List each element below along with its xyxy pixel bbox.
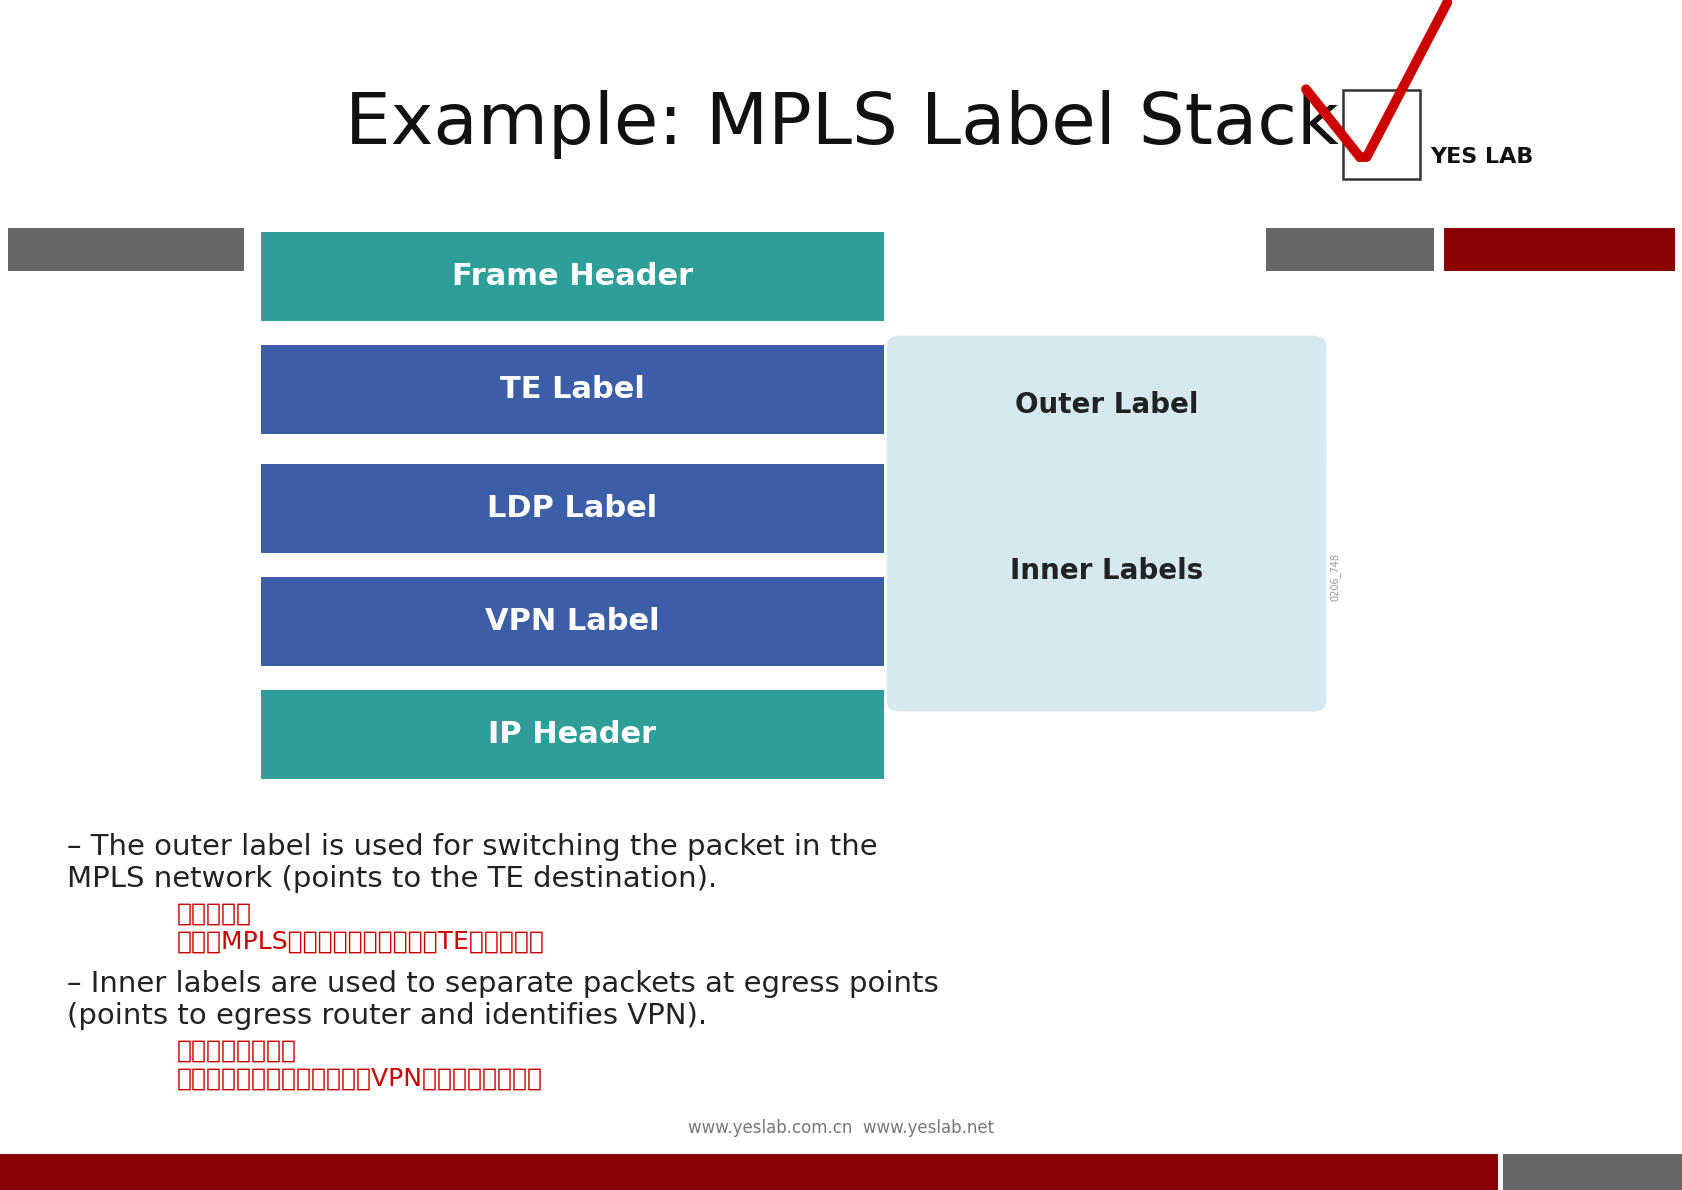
Text: 外部标签用
于切换MPLS网络中的数据包（指向TE目的地）。: 外部标签用 于切换MPLS网络中的数据包（指向TE目的地）。 bbox=[177, 902, 545, 954]
FancyBboxPatch shape bbox=[261, 345, 883, 434]
Text: IP Header: IP Header bbox=[488, 720, 656, 750]
Text: YES LAB: YES LAB bbox=[1430, 146, 1532, 167]
FancyBboxPatch shape bbox=[1342, 90, 1420, 178]
Text: TE Label: TE Label bbox=[500, 375, 644, 405]
FancyBboxPatch shape bbox=[261, 232, 883, 321]
FancyBboxPatch shape bbox=[1265, 228, 1433, 271]
FancyBboxPatch shape bbox=[261, 690, 883, 779]
Text: 内部标签用于在出
口点（点到出口路由器并识别VPN）上分离数据包。: 内部标签用于在出 口点（点到出口路由器并识别VPN）上分离数据包。 bbox=[177, 1039, 542, 1091]
FancyBboxPatch shape bbox=[261, 577, 883, 666]
Text: Inner Labels: Inner Labels bbox=[1009, 557, 1203, 585]
FancyBboxPatch shape bbox=[8, 228, 244, 271]
Text: 0206_748: 0206_748 bbox=[1329, 553, 1339, 601]
Text: www.yeslab.com.cn  www.yeslab.net: www.yeslab.com.cn www.yeslab.net bbox=[688, 1119, 994, 1138]
FancyBboxPatch shape bbox=[1502, 1154, 1682, 1190]
Text: Example: MPLS Label Stack: Example: MPLS Label Stack bbox=[345, 90, 1337, 159]
Text: Outer Label: Outer Label bbox=[1014, 390, 1198, 419]
Text: LDP Label: LDP Label bbox=[486, 494, 658, 524]
FancyBboxPatch shape bbox=[1443, 228, 1674, 271]
Text: Frame Header: Frame Header bbox=[451, 262, 693, 292]
FancyBboxPatch shape bbox=[261, 464, 883, 553]
FancyBboxPatch shape bbox=[0, 1154, 1497, 1190]
FancyBboxPatch shape bbox=[886, 336, 1325, 474]
Text: – Inner labels are used to separate packets at egress points
(points to egress r: – Inner labels are used to separate pack… bbox=[67, 970, 939, 1031]
Text: VPN Label: VPN Label bbox=[484, 607, 659, 637]
FancyBboxPatch shape bbox=[886, 431, 1325, 712]
Text: – The outer label is used for switching the packet in the
MPLS network (points t: – The outer label is used for switching … bbox=[67, 833, 878, 894]
